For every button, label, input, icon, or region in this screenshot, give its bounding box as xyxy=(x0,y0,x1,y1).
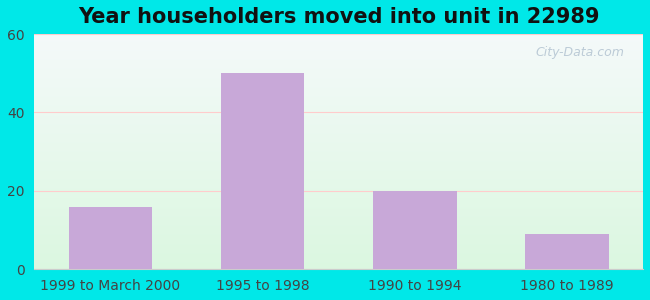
Bar xyxy=(373,191,456,269)
Bar xyxy=(221,73,304,269)
Bar xyxy=(525,234,609,269)
Bar xyxy=(68,207,152,269)
Text: City-Data.com: City-Data.com xyxy=(536,46,625,59)
Title: Year householders moved into unit in 22989: Year householders moved into unit in 229… xyxy=(78,7,599,27)
